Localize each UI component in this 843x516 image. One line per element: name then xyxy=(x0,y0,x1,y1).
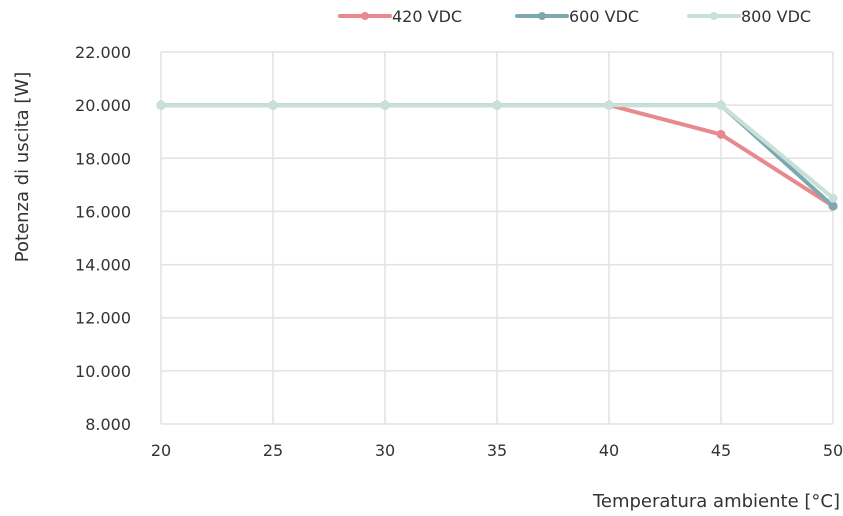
y-tick-label: 12.000 xyxy=(75,309,131,328)
grid xyxy=(160,51,834,425)
y-axis-ticks: 8.000 10.000 12.000 14.000 16.000 18.000 20.00… xyxy=(75,43,131,434)
data-point xyxy=(828,193,838,203)
legend-marker xyxy=(538,12,546,20)
data-point xyxy=(716,100,726,110)
x-tick-label: 35 xyxy=(487,441,507,460)
y-tick-label: 16.000 xyxy=(75,202,131,221)
legend-item: 600 VDC xyxy=(515,7,639,26)
data-point xyxy=(828,201,838,211)
data-point xyxy=(380,100,390,110)
legend-marker xyxy=(710,12,718,20)
legend: 420 VDC 600 VDC 800 VDC xyxy=(338,7,811,26)
data-point xyxy=(492,100,502,110)
x-tick-label: 20 xyxy=(151,441,171,460)
legend-label: 800 VDC xyxy=(741,7,811,26)
series xyxy=(156,100,838,211)
x-tick-label: 50 xyxy=(823,441,843,460)
x-tick-label: 45 xyxy=(711,441,731,460)
legend-item: 800 VDC xyxy=(687,7,811,26)
x-axis-ticks: 20 25 30 35 40 45 50 xyxy=(151,441,843,460)
legend-label: 420 VDC xyxy=(392,7,462,26)
y-tick-label: 10.000 xyxy=(75,362,131,381)
legend-item: 420 VDC xyxy=(338,7,462,26)
y-axis-title: Potenza di uscita [W] xyxy=(12,72,33,262)
x-tick-label: 25 xyxy=(263,441,283,460)
y-tick-label: 20.000 xyxy=(75,96,131,115)
data-point xyxy=(604,100,614,110)
y-tick-label: 18.000 xyxy=(75,149,131,168)
data-point xyxy=(268,100,278,110)
y-tick-label: 22.000 xyxy=(75,43,131,62)
y-tick-label: 8.000 xyxy=(85,415,131,434)
x-axis-title: Temperatura ambiente [°C] xyxy=(592,491,840,512)
data-point xyxy=(716,129,726,139)
series-group xyxy=(156,100,838,203)
data-point xyxy=(156,100,166,110)
x-tick-label: 30 xyxy=(375,441,395,460)
legend-marker xyxy=(361,12,369,20)
y-tick-label: 14.000 xyxy=(75,256,131,275)
legend-label: 600 VDC xyxy=(569,7,639,26)
x-tick-label: 40 xyxy=(599,441,619,460)
